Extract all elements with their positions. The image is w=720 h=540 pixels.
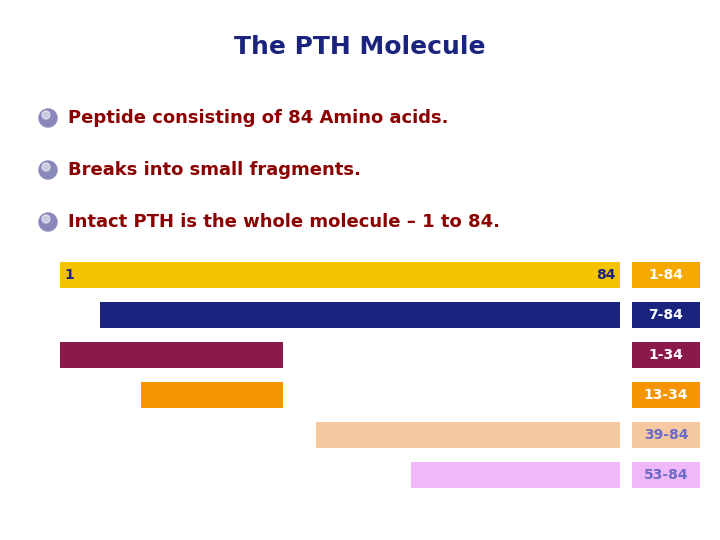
Text: 13-34: 13-34 [644,388,688,402]
FancyBboxPatch shape [632,262,700,288]
FancyBboxPatch shape [632,422,700,448]
Text: 84: 84 [596,268,616,282]
Text: Breaks into small fragments.: Breaks into small fragments. [68,161,361,179]
Circle shape [42,163,50,171]
Text: 1-84: 1-84 [649,268,683,282]
FancyBboxPatch shape [632,302,700,328]
Circle shape [42,215,50,223]
FancyBboxPatch shape [632,462,700,488]
FancyBboxPatch shape [60,342,283,368]
Text: Peptide consisting of 84 Amino acids.: Peptide consisting of 84 Amino acids. [68,109,449,127]
Circle shape [39,109,57,127]
Text: 39-84: 39-84 [644,428,688,442]
FancyBboxPatch shape [411,462,620,488]
FancyBboxPatch shape [141,382,283,408]
FancyBboxPatch shape [632,342,700,368]
Text: 1: 1 [64,268,73,282]
Text: 1-34: 1-34 [649,348,683,362]
Text: Intact PTH is the whole molecule – 1 to 84.: Intact PTH is the whole molecule – 1 to … [68,213,500,231]
FancyBboxPatch shape [632,382,700,408]
FancyBboxPatch shape [60,262,620,288]
FancyBboxPatch shape [101,302,620,328]
Circle shape [39,161,57,179]
FancyBboxPatch shape [316,422,620,448]
Text: The PTH Molecule: The PTH Molecule [234,35,486,59]
Text: 7-84: 7-84 [649,308,683,322]
Circle shape [39,213,57,231]
Circle shape [42,111,50,119]
Text: 53-84: 53-84 [644,468,688,482]
